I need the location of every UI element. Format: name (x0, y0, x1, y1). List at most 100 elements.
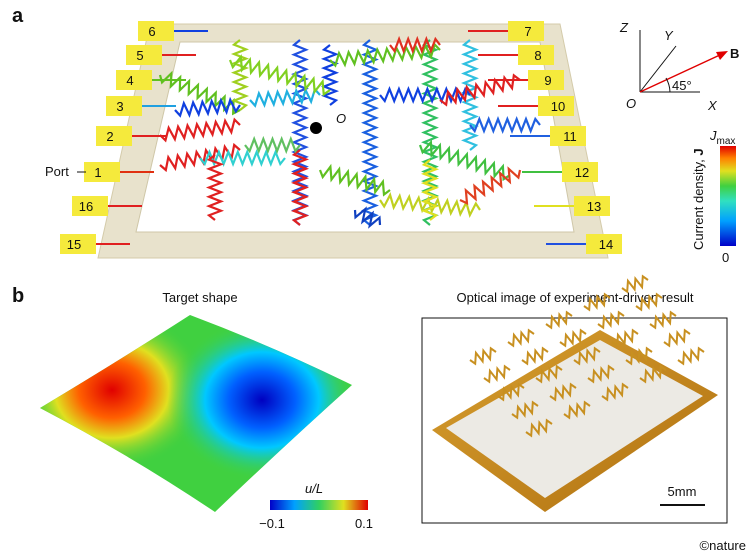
photo-spring (621, 274, 649, 294)
serpentine-spring (159, 142, 241, 173)
serpentine-spring (318, 163, 391, 197)
photo-spring (611, 328, 639, 348)
photo-spring (635, 292, 663, 312)
coordinate-axes: Z Y X O B 45° (619, 20, 739, 113)
photo-spring (469, 346, 497, 366)
port-number: 4 (126, 73, 133, 88)
serpentine-spring (389, 35, 441, 55)
serpentine-spring (361, 39, 379, 226)
photo-spring (525, 418, 553, 438)
port-pad (586, 234, 622, 254)
photo-membrane (446, 340, 703, 498)
port-pad (538, 96, 574, 116)
panel-label: a (12, 5, 24, 27)
field-vector (639, 53, 723, 93)
serpentine-spring (459, 166, 522, 206)
photo-spring (597, 310, 625, 330)
z-label: Z (619, 20, 629, 35)
serpentine-spring (418, 139, 511, 182)
port-number: 7 (524, 24, 531, 39)
photo-springs (469, 274, 705, 438)
port-pad (528, 70, 564, 90)
port-pad (508, 21, 544, 41)
serpentine-spring (420, 159, 440, 221)
colorbar-max-symbol: J (709, 128, 717, 143)
serpentine-spring (228, 54, 331, 97)
u-colorbar-min: −0.1 (259, 516, 285, 531)
serpentine-spring (230, 39, 250, 111)
photo-spring (587, 364, 615, 384)
serpentine-spring (469, 115, 541, 135)
port-pad (562, 162, 598, 182)
photo-spring (563, 400, 591, 420)
board-window (135, 41, 575, 233)
colorbar-title-symbol: J (691, 148, 706, 155)
port-number: 9 (544, 73, 551, 88)
port-number: 15 (67, 237, 81, 252)
port-pad (550, 126, 586, 146)
port-number: 13 (587, 199, 601, 214)
colorbar-min: 0 (722, 250, 729, 265)
colorbar-max: Jmax (709, 128, 735, 147)
port-pad (72, 196, 108, 216)
serpentine-spring (249, 86, 321, 109)
origin-label: O (626, 96, 636, 111)
port-pad (138, 21, 174, 41)
photo-spring (573, 346, 601, 366)
photo-spring (663, 328, 691, 348)
center-point (310, 122, 322, 134)
photo-spring (649, 310, 677, 330)
photo-spring (625, 346, 653, 366)
photo-spring (521, 346, 549, 366)
port-pad (574, 196, 610, 216)
port-pad (84, 162, 120, 182)
serpentine-spring (329, 42, 441, 68)
photo-spring (559, 328, 587, 348)
port-pad (106, 96, 142, 116)
colorbar-max-subscript: max (717, 136, 736, 147)
field-label: B (730, 46, 739, 61)
u-colorbar (270, 500, 368, 510)
photo-spring (545, 310, 573, 330)
serpentine-spring (244, 135, 301, 155)
port-number: 8 (534, 48, 541, 63)
angle-arc (665, 77, 671, 93)
photo-spring (507, 328, 535, 348)
port-number: 5 (136, 48, 143, 63)
port-number: 11 (563, 129, 577, 144)
port-number: 3 (116, 99, 123, 114)
photo-spring (511, 400, 539, 420)
port-caption: Port (45, 164, 69, 179)
photo-spring (677, 346, 705, 366)
port-pad (60, 234, 96, 254)
serpentine-spring (421, 39, 439, 226)
port-number: 12 (575, 165, 589, 180)
serpentine-spring (199, 148, 286, 168)
y-axis (639, 45, 677, 93)
port-number: 2 (106, 129, 113, 144)
port-pad (116, 70, 152, 90)
port-number: 14 (599, 237, 613, 252)
photo-spring (549, 382, 577, 402)
port-pad (126, 45, 162, 65)
x-label: X (707, 98, 718, 113)
serpentine-spring (320, 44, 340, 106)
photo-spring (601, 382, 629, 402)
y-label: Y (664, 28, 674, 43)
serpentine-spring (174, 96, 241, 118)
photo-spring (483, 364, 511, 384)
port-number: 6 (148, 24, 155, 39)
angle-label: 45° (672, 78, 692, 93)
scale-bar-label: 5mm (668, 484, 697, 499)
photo-spring (583, 292, 611, 312)
panel-label: b (12, 285, 24, 307)
port-number: 10 (551, 99, 565, 114)
serpentine-spring (205, 154, 225, 221)
photo-spring (535, 364, 563, 384)
port-pad (518, 45, 554, 65)
photo-spring (639, 364, 667, 384)
current-colorbar (720, 146, 736, 246)
serpentine-network (158, 35, 541, 229)
